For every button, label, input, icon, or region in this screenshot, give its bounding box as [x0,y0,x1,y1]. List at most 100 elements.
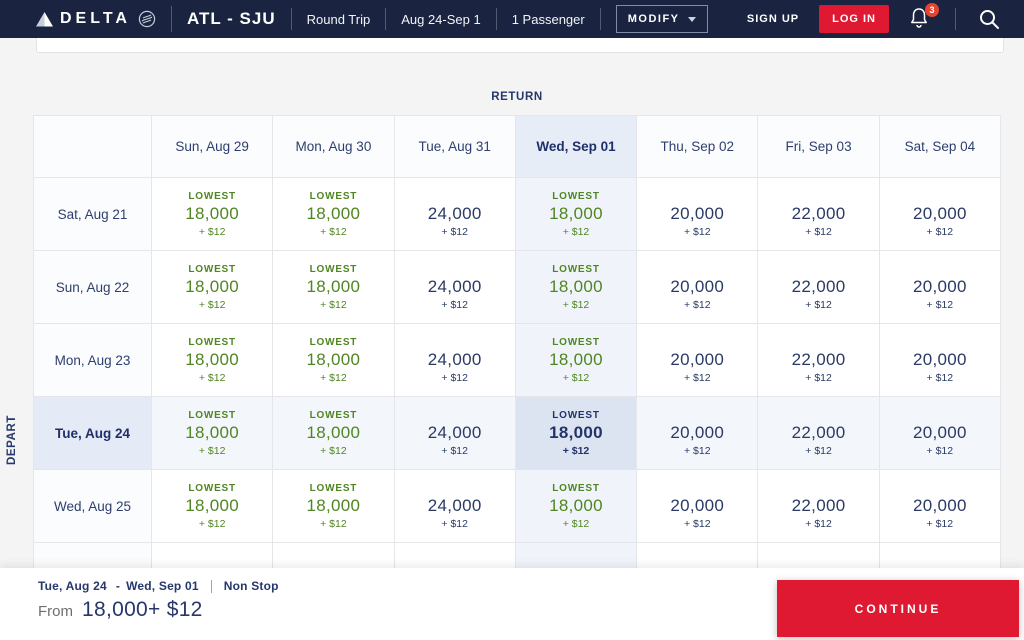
fare-cell-r2c0[interactable]: LOWEST 18,000 + $12 [152,324,274,397]
lowest-badge: LOWEST [552,190,600,202]
fare-cell-r3c0[interactable]: LOWEST 18,000 + $12 [152,397,274,470]
fare-cell-r2c1[interactable]: LOWEST 18,000 + $12 [273,324,395,397]
search-button[interactable] [978,8,1000,30]
header-divider [495,8,497,30]
summary-divider [210,579,212,593]
fare-fee-value: + $12 [683,444,711,457]
fare-cell-r3c1[interactable]: LOWEST 18,000 + $12 [273,397,395,470]
fare-cell-r3c2[interactable]: 24,000 + $12 [394,397,516,470]
fare-cell-r5c2[interactable] [394,543,516,568]
depart-row-header-4[interactable]: Wed, Aug 25 [34,470,152,543]
fare-cell-r3c4[interactable]: 20,000 + $12 [637,397,759,470]
fare-cell-r1c0[interactable]: LOWEST 18,000 + $12 [152,251,274,324]
fare-cell-r3c3[interactable]: LOWEST 18,000 + $12 [515,397,638,470]
fare-miles-value: 22,000 [791,422,846,442]
lowest-badge: LOWEST [188,336,236,348]
lowest-badge: LOWEST [552,482,600,494]
return-column-header-6[interactable]: Sat, Sep 04 [879,116,1001,178]
modify-button-label: MODIFY [627,13,680,25]
fare-fee-value: + $12 [683,371,711,384]
fare-miles-value: 20,000 [912,422,967,442]
fare-cell-r2c4[interactable]: 20,000 + $12 [637,324,759,397]
fare-miles-value: 18,000 [306,495,361,515]
fare-cell-r0c6[interactable]: 20,000 + $12 [879,178,1001,251]
fare-cell-r1c3[interactable]: LOWEST 18,000 + $12 [515,251,638,324]
fare-cell-r5c5[interactable] [758,543,880,568]
depart-row-header-1[interactable]: Sun, Aug 22 [34,251,152,324]
fare-miles-value: 18,000 [185,422,240,442]
return-column-header-0[interactable]: Sun, Aug 29 [152,116,274,178]
fare-miles-value: 20,000 [912,276,967,296]
fare-cell-r2c3[interactable]: LOWEST 18,000 + $12 [515,324,638,397]
return-column-header-2[interactable]: Tue, Aug 31 [394,116,516,178]
fare-cell-r1c4[interactable]: 20,000 + $12 [637,251,759,324]
fare-cell-r5c4[interactable] [637,543,759,568]
fare-cell-r2c5[interactable]: 22,000 + $12 [758,324,880,397]
fare-cell-r1c5[interactable]: 22,000 + $12 [758,251,880,324]
depart-row-header-0[interactable]: Sat, Aug 21 [34,178,152,251]
lowest-badge: LOWEST [188,482,236,494]
fare-miles-value: 18,000 [185,349,240,369]
fare-cell-r1c1[interactable]: LOWEST 18,000 + $12 [273,251,395,324]
fare-fee-value: + $12 [441,298,468,311]
fare-fee-value: + $12 [926,444,954,457]
depart-row-header-5[interactable] [34,543,152,568]
lowest-badge: LOWEST [309,336,358,348]
return-column-header-5[interactable]: Fri, Sep 03 [758,116,880,178]
from-label: From [38,603,73,620]
lowest-badge: LOWEST [552,409,600,421]
fare-fee-value: + $12 [805,225,832,238]
fare-cell-r4c1[interactable]: LOWEST 18,000 + $12 [273,470,395,543]
fare-cell-r4c5[interactable]: 22,000 + $12 [758,470,880,543]
trip-dates-label: Aug 24-Sep 1 [401,11,481,27]
selected-dates-summary: Tue, Aug 24 - Wed, Sep 01 Non Stop [38,579,279,593]
calendar-grid: Sun, Aug 29 Mon, Aug 30 Tue, Aug 31 Wed, Se… [34,116,1001,568]
fare-cell-r5c6[interactable] [879,543,1001,568]
fare-miles-value: 24,000 [427,349,482,369]
depart-row-header-3[interactable]: Tue, Aug 24 [34,397,152,470]
fare-cell-r2c2[interactable]: 24,000 + $12 [394,324,516,397]
fare-cell-r0c3[interactable]: LOWEST 18,000 + $12 [515,178,638,251]
fare-miles-value: 22,000 [791,203,846,223]
fare-cell-r3c5[interactable]: 22,000 + $12 [758,397,880,470]
top-navigation-bar: DELTA ATL - SJU Round Trip Aug 24-Sep 1 … [0,0,1024,38]
fare-cell-r0c4[interactable]: 20,000 + $12 [637,178,759,251]
fare-cell-r3c6[interactable]: 20,000 + $12 [879,397,1001,470]
modify-button[interactable]: MODIFY [615,5,708,33]
fare-cell-r4c4[interactable]: 20,000 + $12 [637,470,759,543]
fare-cell-r0c0[interactable]: LOWEST 18,000 + $12 [152,178,274,251]
fare-cell-r4c0[interactable]: LOWEST 18,000 + $12 [152,470,274,543]
return-column-header-4[interactable]: Thu, Sep 02 [637,116,759,178]
fare-miles-value: 18,000 [306,349,361,369]
lowest-badge: LOWEST [309,263,358,275]
fare-cell-r0c2[interactable]: 24,000 + $12 [394,178,516,251]
calendar-corner-cell [34,116,152,178]
header-divider [599,8,601,30]
fare-cell-r1c6[interactable]: 20,000 + $12 [879,251,1001,324]
depart-axis-label: DEPART [6,414,18,466]
delta-logo[interactable]: DELTA [36,10,156,28]
fare-cell-r5c1[interactable]: LOWEST [273,543,395,568]
fare-cell-r4c3[interactable]: LOWEST 18,000 + $12 [515,470,638,543]
fare-fee-value: + $12 [320,298,347,311]
continue-button[interactable]: CONTINUE [777,580,1019,637]
fare-cell-r5c0[interactable]: LOWEST [152,543,274,568]
fare-cell-r0c1[interactable]: LOWEST 18,000 + $12 [273,178,395,251]
fare-cell-r4c6[interactable]: 20,000 + $12 [879,470,1001,543]
fare-fee-value: + $12 [926,371,954,384]
log-in-button[interactable]: LOG IN [819,5,889,33]
fare-cell-r0c5[interactable]: 22,000 + $12 [758,178,880,251]
return-column-header-1[interactable]: Mon, Aug 30 [273,116,395,178]
fare-cell-r2c6[interactable]: 20,000 + $12 [879,324,1001,397]
depart-calendar-card-bottom [36,38,1004,53]
notifications-button[interactable]: 3 [909,3,939,31]
fare-cell-r1c2[interactable]: 24,000 + $12 [394,251,516,324]
depart-row-header-2[interactable]: Mon, Aug 23 [34,324,152,397]
fare-cell-r5c3[interactable]: LOWEST [515,543,638,568]
fare-fee-value: + $12 [198,517,226,530]
sign-up-button[interactable]: SIGN UP [746,13,800,25]
fare-miles-value: 18,000 [549,349,603,369]
fare-miles-value: 18,000 [549,276,603,296]
fare-cell-r4c2[interactable]: 24,000 + $12 [394,470,516,543]
return-column-header-3[interactable]: Wed, Sep 01 [515,116,638,178]
